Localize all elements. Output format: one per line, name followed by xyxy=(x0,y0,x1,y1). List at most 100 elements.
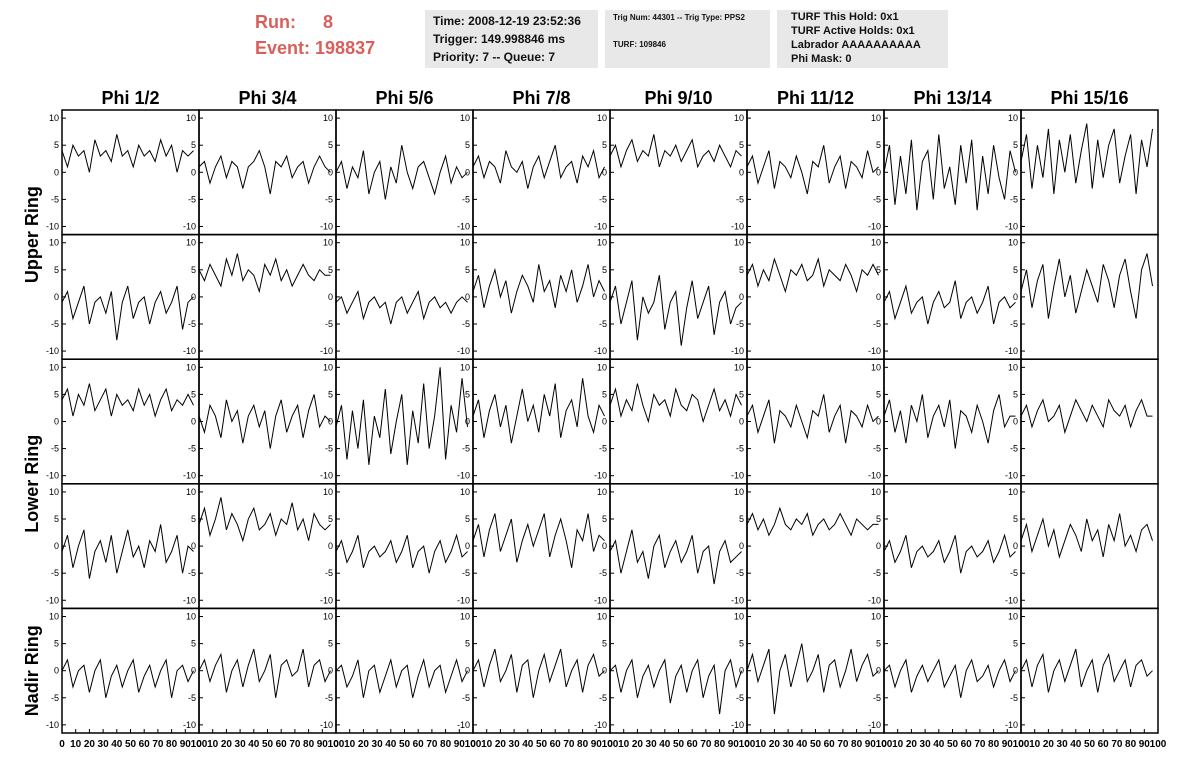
x-tick-label: 10 xyxy=(618,739,630,750)
y-tick-label: -5 xyxy=(736,444,744,454)
x-tick-label: 90 xyxy=(1139,739,1151,750)
y-tick-label: 0 xyxy=(191,666,196,676)
info-line: Time: 2008-12-19 23:52:36 xyxy=(433,14,581,28)
waveform xyxy=(335,145,468,200)
x-tick-label: 30 xyxy=(235,739,247,750)
y-tick-label: -5 xyxy=(736,693,744,703)
y-tick-label: -5 xyxy=(1010,693,1018,703)
y-tick-label: 5 xyxy=(328,389,333,399)
panel-frame xyxy=(883,109,1022,236)
x-tick-label: 10 xyxy=(481,739,493,750)
y-tick-label: -5 xyxy=(736,319,744,329)
y-tick-label: -10 xyxy=(1005,595,1018,605)
panel-frame xyxy=(746,483,885,610)
x-tick-label: 20 xyxy=(358,739,370,750)
x-tick-label: 60 xyxy=(139,739,151,750)
y-tick-label: 0 xyxy=(465,167,470,177)
info-line: Labrador AAAAAAAAAA xyxy=(791,39,921,51)
waveform xyxy=(746,394,879,444)
waveform xyxy=(1020,123,1154,195)
y-tick-label: 10 xyxy=(871,362,881,372)
info-box: Trig Num: 44301 -- Trig Type: PPS2 TURF:… xyxy=(605,10,770,68)
y-tick-label: -10 xyxy=(1005,471,1018,481)
y-tick-label: -10 xyxy=(594,720,607,730)
info-line: TURF This Hold: 0x1 xyxy=(791,11,899,23)
x-tick-label: 80 xyxy=(988,739,1000,750)
panel-frame xyxy=(61,607,200,734)
y-tick-label: 10 xyxy=(49,487,59,497)
y-tick-label: -10 xyxy=(731,471,744,481)
waveform xyxy=(1020,253,1154,319)
x-tick-label: 60 xyxy=(961,739,973,750)
y-tick-label: -10 xyxy=(1005,221,1018,231)
y-tick-label: -5 xyxy=(1010,568,1018,578)
x-tick-label: 60 xyxy=(413,739,425,750)
y-tick-label: -10 xyxy=(183,221,196,231)
run-line: Run: 8 xyxy=(255,12,333,33)
row-title: Upper Ring xyxy=(22,186,42,283)
x-tick-label: 30 xyxy=(509,739,521,750)
info-box: TURF This Hold: 0x1 TURF Active Holds: 0… xyxy=(777,10,948,68)
waveform xyxy=(472,145,605,189)
x-tick-label: 80 xyxy=(166,739,178,750)
x-tick-label: 100 xyxy=(739,739,756,750)
y-tick-label: 5 xyxy=(191,639,196,649)
y-tick-label: 10 xyxy=(597,487,607,497)
column-title: Phi 9/10 xyxy=(644,88,712,108)
x-tick-label: 50 xyxy=(947,739,959,750)
x-tick-label: 60 xyxy=(276,739,288,750)
x-tick-label: 0 xyxy=(1018,739,1024,750)
y-tick-label: 0 xyxy=(54,541,59,551)
y-tick-label: -5 xyxy=(873,319,881,329)
y-tick-label: -5 xyxy=(325,693,333,703)
y-tick-label: 5 xyxy=(876,514,881,524)
waveform xyxy=(883,533,1016,574)
x-tick-label: 70 xyxy=(152,739,164,750)
y-tick-label: 5 xyxy=(1013,514,1018,524)
column-title: Phi 11/12 xyxy=(777,88,854,108)
waveform xyxy=(335,657,468,698)
panel-frame xyxy=(335,109,474,236)
y-tick-label: 0 xyxy=(602,167,607,177)
waveform xyxy=(61,658,194,698)
panel-frame xyxy=(472,607,611,734)
x-tick-label: 50 xyxy=(125,739,137,750)
y-tick-label: -5 xyxy=(51,444,59,454)
waveform xyxy=(61,285,194,341)
x-tick-label: 20 xyxy=(769,739,781,750)
panel-frame xyxy=(1020,607,1159,734)
x-tick-label: 50 xyxy=(1084,739,1096,750)
y-tick-label: 10 xyxy=(323,113,333,123)
x-tick-label: 50 xyxy=(673,739,685,750)
y-tick-label: 0 xyxy=(191,541,196,551)
y-tick-label: 0 xyxy=(54,292,59,302)
y-tick-label: -5 xyxy=(325,444,333,454)
y-tick-label: -5 xyxy=(873,444,881,454)
panel-frame xyxy=(198,109,337,236)
y-tick-label: -10 xyxy=(457,471,470,481)
y-tick-label: 0 xyxy=(1013,666,1018,676)
row-title: Nadir Ring xyxy=(22,625,42,716)
y-tick-label: 10 xyxy=(597,238,607,248)
y-tick-label: -5 xyxy=(873,194,881,204)
waveform xyxy=(61,383,194,418)
y-tick-label: -10 xyxy=(46,346,59,356)
y-tick-label: 0 xyxy=(54,666,59,676)
waveform xyxy=(609,275,742,346)
info-line: Priority: 7 -- Queue: 7 xyxy=(433,50,556,64)
x-tick-label: 0 xyxy=(59,739,65,750)
x-tick-label: 70 xyxy=(289,739,301,750)
x-tick-label: 0 xyxy=(333,739,339,750)
event-line: Event: 198837 xyxy=(255,38,375,59)
panel-frame xyxy=(746,233,885,360)
y-tick-label: 10 xyxy=(1008,362,1018,372)
x-tick-label: 70 xyxy=(837,739,849,750)
panel-frame xyxy=(746,607,885,734)
y-tick-label: 5 xyxy=(1013,389,1018,399)
x-tick-label: 70 xyxy=(700,739,712,750)
y-tick-label: 5 xyxy=(1013,639,1018,649)
y-tick-label: -5 xyxy=(188,444,196,454)
y-tick-label: 5 xyxy=(54,639,59,649)
y-tick-label: 0 xyxy=(739,292,744,302)
